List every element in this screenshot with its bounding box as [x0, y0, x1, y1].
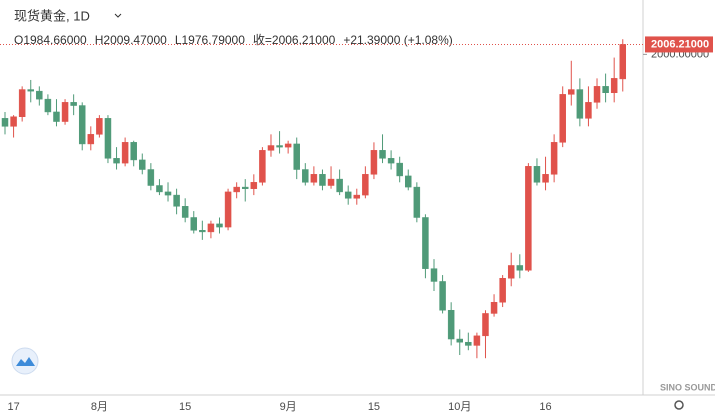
candle-body — [310, 174, 318, 183]
candle-body — [507, 265, 515, 279]
candle-body — [173, 194, 180, 207]
candle-body — [482, 313, 489, 337]
candle-body — [147, 169, 155, 186]
candle-body — [302, 169, 309, 183]
candle-body — [78, 105, 86, 145]
candle-body — [370, 150, 378, 175]
candle-body — [164, 191, 172, 196]
candle-body — [267, 145, 275, 151]
x-tick-label: 15 — [179, 401, 191, 413]
candle-body — [190, 217, 198, 231]
candle-body — [559, 94, 566, 143]
x-tick-label: 10月 — [448, 401, 471, 413]
candle-body — [250, 182, 258, 189]
candle-body — [362, 174, 369, 196]
candle-body — [465, 341, 472, 346]
plot — [1, 39, 627, 359]
candle-body — [276, 145, 283, 148]
x-tick-label: 8月 — [91, 401, 108, 413]
candle-body — [405, 175, 412, 188]
candle-body — [10, 116, 17, 127]
candle-body — [344, 191, 352, 199]
x-tick-label: 15 — [368, 401, 380, 413]
last-price-box — [645, 36, 713, 53]
candle-body — [224, 191, 232, 228]
candle-body — [473, 335, 481, 346]
candle-body — [396, 162, 403, 177]
candle-body — [27, 89, 34, 92]
candle-body — [70, 102, 77, 106]
candle-body — [568, 89, 575, 95]
candle-body — [87, 134, 95, 145]
candle-body — [121, 142, 129, 164]
chart-title: 现货黄金, 1D — [14, 8, 90, 23]
candle-body — [61, 102, 69, 122]
settings-icon[interactable] — [674, 400, 684, 410]
candle-body — [36, 90, 43, 100]
x-tick-label: 16 — [539, 401, 551, 413]
candle-body — [44, 98, 52, 113]
ohlc-value: L1976.79000 — [175, 33, 245, 47]
candle-body — [439, 281, 446, 311]
candle-body — [233, 186, 240, 193]
ohlc-value: 收=2006.21000 — [253, 33, 336, 47]
dropdown-icon[interactable] — [114, 13, 122, 18]
candle-body — [602, 86, 609, 94]
candle-body — [130, 142, 137, 161]
watermark: SINO SOUND — [660, 382, 715, 392]
ohlc-value: H2009.47000 — [95, 33, 167, 47]
candle-body — [139, 159, 146, 170]
logo — [11, 347, 39, 375]
candle-body — [430, 268, 438, 282]
candle-body — [490, 301, 498, 314]
candle-body — [585, 102, 592, 119]
ohlc-value: O1984.66000 — [14, 33, 87, 47]
candle-body — [422, 217, 429, 269]
candle-body — [1, 118, 9, 127]
candle-body — [499, 278, 506, 303]
candle-body — [336, 178, 343, 193]
candle-body — [353, 194, 361, 199]
ohlc-value: +21.39000 (+1.08%) — [343, 33, 452, 47]
candle-body — [113, 158, 120, 164]
candle-body — [516, 265, 524, 271]
candle-body — [576, 89, 584, 119]
candle-body — [533, 166, 541, 183]
candle-body — [319, 174, 326, 186]
candle-body — [284, 143, 292, 148]
x-tick-label: 17 — [7, 401, 19, 413]
candle-body — [156, 185, 163, 193]
candle-body — [593, 86, 601, 103]
candle-body — [293, 143, 300, 170]
candle-body — [619, 44, 627, 80]
candle-body — [379, 150, 386, 159]
candle-body — [18, 89, 26, 117]
candle-body — [199, 230, 206, 233]
ohlc-info: O1984.66000 H2009.47000 L1976.79000 收=2006.… — [14, 33, 453, 47]
last-price-label: 2006.21000 — [651, 38, 709, 50]
candle-body — [96, 118, 103, 135]
candle-body — [216, 223, 223, 228]
candle-body — [53, 111, 60, 122]
candle-body — [525, 166, 532, 271]
candle-body — [207, 223, 215, 233]
candle-body — [104, 118, 112, 159]
candle-body — [181, 206, 189, 218]
candle-body — [550, 142, 558, 175]
candle-body — [456, 338, 463, 343]
candle-body — [259, 150, 266, 183]
candle-body — [387, 158, 395, 164]
candle-body — [413, 186, 421, 218]
candle-body — [542, 174, 549, 183]
candle-body — [610, 78, 618, 94]
candle-body — [447, 309, 455, 340]
x-tick-label: 9月 — [280, 401, 297, 413]
candle-body — [241, 186, 249, 189]
candle-body — [327, 178, 335, 186]
